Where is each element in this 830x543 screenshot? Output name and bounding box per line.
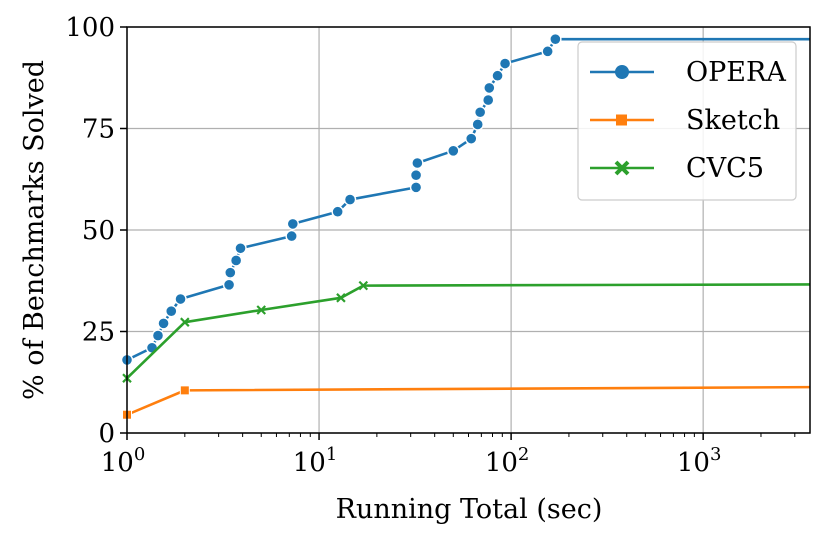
series-opera-line: [126, 37, 810, 362]
series-cvc5-point: [256, 305, 267, 315]
legend-box: [577, 41, 797, 201]
series-opera-point: [157, 317, 170, 330]
x-tick-label: 101: [293, 444, 338, 478]
series-opera-point: [151, 329, 165, 342]
series-opera-point: [222, 278, 236, 292]
series-opera-point: [447, 144, 460, 158]
legend-label: CVC5: [686, 153, 764, 184]
series-opera-point: [411, 156, 424, 170]
series-opera-point: [234, 242, 247, 255]
series-opera-point: [473, 106, 487, 119]
series-opera-point: [409, 181, 423, 194]
legend-label: OPERA: [686, 57, 786, 88]
y-tick-label: 100: [65, 13, 115, 43]
legend-swatch-marker: [614, 160, 630, 176]
series-opera-point: [229, 254, 243, 267]
legend: OPERA Sketch CVC5: [577, 41, 797, 201]
series-opera-point: [471, 118, 484, 131]
legend-swatch-marker: [616, 114, 627, 126]
x-tick-label: 102: [485, 444, 530, 478]
y-tick-label: 25: [82, 318, 115, 348]
legend-item-cvc5: CVC5: [590, 153, 764, 184]
series-opera-point: [224, 266, 237, 279]
series-cvc5-point: [336, 293, 346, 303]
series-opera-point: [285, 229, 298, 243]
x-axis-label: Running Total (sec): [336, 494, 603, 525]
x-tick-label: 103: [677, 444, 722, 478]
series-cvc5-point: [180, 317, 190, 327]
series-opera-point: [498, 57, 512, 70]
series-cvc5-point: [358, 280, 369, 291]
y-tick-label: 50: [82, 216, 115, 246]
series-opera-point: [174, 292, 187, 306]
series-opera-point: [409, 168, 423, 182]
series-sketch-point: [179, 385, 190, 396]
y-axis-label: % of Benchmarks Solved: [19, 60, 50, 400]
y-tick-label: 75: [82, 115, 115, 145]
y-tick-label: 0: [98, 419, 115, 449]
series-sketch: [122, 385, 811, 420]
series-cvc5-line: [126, 283, 811, 380]
series-opera-point: [331, 205, 344, 218]
series-opera-point: [482, 93, 495, 107]
series-opera-point: [491, 69, 504, 82]
series-opera-point: [549, 32, 562, 46]
legend-swatch-marker: [615, 65, 629, 79]
series-opera-point: [286, 217, 300, 231]
series-opera-point: [541, 45, 554, 58]
series-sketch-line: [126, 385, 811, 416]
series-opera-point: [343, 193, 357, 206]
series-opera-point: [465, 132, 478, 145]
legend-item-sketch: Sketch: [590, 105, 780, 136]
axis-ticks: 0 25 50 75 100 100 101 102 103: [65, 13, 796, 478]
legend-item-opera: OPERA: [590, 57, 786, 88]
x-tick-label: 100: [101, 444, 146, 478]
legend-label: Sketch: [686, 105, 780, 136]
series-opera-point: [483, 81, 496, 95]
series-opera-point: [165, 305, 178, 318]
